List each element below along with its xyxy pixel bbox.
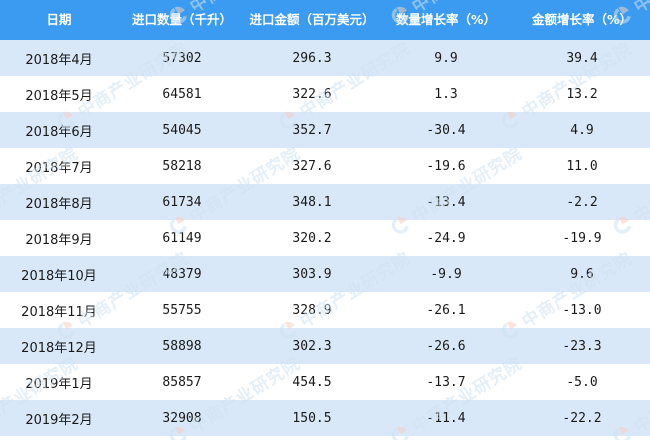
cell-date: 2018年5月 <box>25 88 93 104</box>
table-body: 2018年4月 57302 296.3 9.9 39.4 2018年5月 645… <box>0 40 650 436</box>
cell-date: 2018年6月 <box>25 124 93 140</box>
table-row: 2018年6月 54045 352.7 -30.4 4.9 <box>0 112 650 148</box>
cell-quantity: 48379 <box>162 266 202 282</box>
cell-qty-growth: -30.4 <box>426 122 466 138</box>
cell-quantity: 58898 <box>162 338 202 354</box>
cell-qty-growth: -19.6 <box>426 158 466 174</box>
cell-amt-growth: -23.3 <box>562 338 602 354</box>
table-row: 2018年7月 58218 327.6 -19.6 11.0 <box>0 148 650 184</box>
cell-quantity: 64581 <box>162 86 202 102</box>
cell-amt-growth: 9.6 <box>570 266 594 282</box>
cell-qty-growth: -13.7 <box>426 374 466 390</box>
table-row: 2018年12月 58898 302.3 -26.6 -23.3 <box>0 328 650 364</box>
cell-amt-growth: 13.2 <box>566 86 598 102</box>
cell-amount: 303.9 <box>292 266 332 282</box>
cell-qty-growth: -26.6 <box>426 338 466 354</box>
cell-quantity: 58218 <box>162 158 202 174</box>
cell-amount: 454.5 <box>292 374 332 390</box>
cell-amount: 352.7 <box>292 122 332 138</box>
cell-date: 2018年10月 <box>21 268 97 284</box>
cell-qty-growth: -11.4 <box>426 410 466 426</box>
header-row: 日期 进口数量（千升） 进口金额（百万美元） 数量增长率（%） 金额增长率（%） <box>0 0 650 40</box>
column-header-date: 日期 <box>0 0 118 40</box>
cell-date: 2019年1月 <box>25 376 93 392</box>
cell-amt-growth: 4.9 <box>570 122 594 138</box>
cell-amt-growth: -19.9 <box>562 230 602 246</box>
table-row: 2018年9月 61149 320.2 -24.9 -19.9 <box>0 220 650 256</box>
cell-amt-growth: -13.0 <box>562 302 602 318</box>
cell-amount: 327.6 <box>292 158 332 174</box>
cell-quantity: 54045 <box>162 122 202 138</box>
cell-quantity: 57302 <box>162 50 202 66</box>
cell-amount: 322.6 <box>292 86 332 102</box>
cell-amt-growth: 39.4 <box>566 50 598 66</box>
cell-date: 2018年8月 <box>25 196 93 212</box>
cell-amt-growth: -5.0 <box>566 374 598 390</box>
cell-amt-growth: -22.2 <box>562 410 602 426</box>
cell-quantity: 55755 <box>162 302 202 318</box>
column-header-amt-growth: 金额增长率（%） <box>514 0 650 40</box>
table-row: 2019年1月 85857 454.5 -13.7 -5.0 <box>0 364 650 400</box>
cell-amount: 348.1 <box>292 194 332 210</box>
column-header-quantity: 进口数量（千升） <box>118 0 246 40</box>
cell-amount: 328.9 <box>292 302 332 318</box>
column-header-qty-growth: 数量增长率（%） <box>378 0 514 40</box>
cell-qty-growth: -13.4 <box>426 194 466 210</box>
column-header-amount: 进口金额（百万美元） <box>246 0 378 40</box>
table-row: 2018年4月 57302 296.3 9.9 39.4 <box>0 40 650 76</box>
cell-qty-growth: 1.3 <box>434 86 458 102</box>
cell-date: 2018年9月 <box>25 232 93 248</box>
cell-date: 2019年2月 <box>25 412 93 428</box>
cell-qty-growth: 9.9 <box>434 50 458 66</box>
cell-amount: 150.5 <box>292 410 332 426</box>
cell-amount: 302.3 <box>292 338 332 354</box>
cell-date: 2018年4月 <box>25 52 93 68</box>
cell-amount: 320.2 <box>292 230 332 246</box>
cell-quantity: 61734 <box>162 194 202 210</box>
cell-date: 2018年7月 <box>25 160 93 176</box>
cell-qty-growth: -9.9 <box>430 266 462 282</box>
cell-amt-growth: 11.0 <box>566 158 598 174</box>
cell-amount: 296.3 <box>292 50 332 66</box>
cell-date: 2018年11月 <box>21 304 97 320</box>
cell-quantity: 61149 <box>162 230 202 246</box>
cell-quantity: 32908 <box>162 410 202 426</box>
cell-quantity: 85857 <box>162 374 202 390</box>
cell-date: 2018年12月 <box>21 340 97 356</box>
cell-qty-growth: -24.9 <box>426 230 466 246</box>
table-row: 2018年5月 64581 322.6 1.3 13.2 <box>0 76 650 112</box>
table-row: 2018年10月 48379 303.9 -9.9 9.6 <box>0 256 650 292</box>
table-row: 2018年11月 55755 328.9 -26.1 -13.0 <box>0 292 650 328</box>
table-header: 日期 进口数量（千升） 进口金额（百万美元） 数量增长率（%） 金额增长率（%） <box>0 0 650 40</box>
table-row: 2019年2月 32908 150.5 -11.4 -22.2 <box>0 400 650 436</box>
table-row: 2018年8月 61734 348.1 -13.4 -2.2 <box>0 184 650 220</box>
cell-qty-growth: -26.1 <box>426 302 466 318</box>
cell-amt-growth: -2.2 <box>566 194 598 210</box>
